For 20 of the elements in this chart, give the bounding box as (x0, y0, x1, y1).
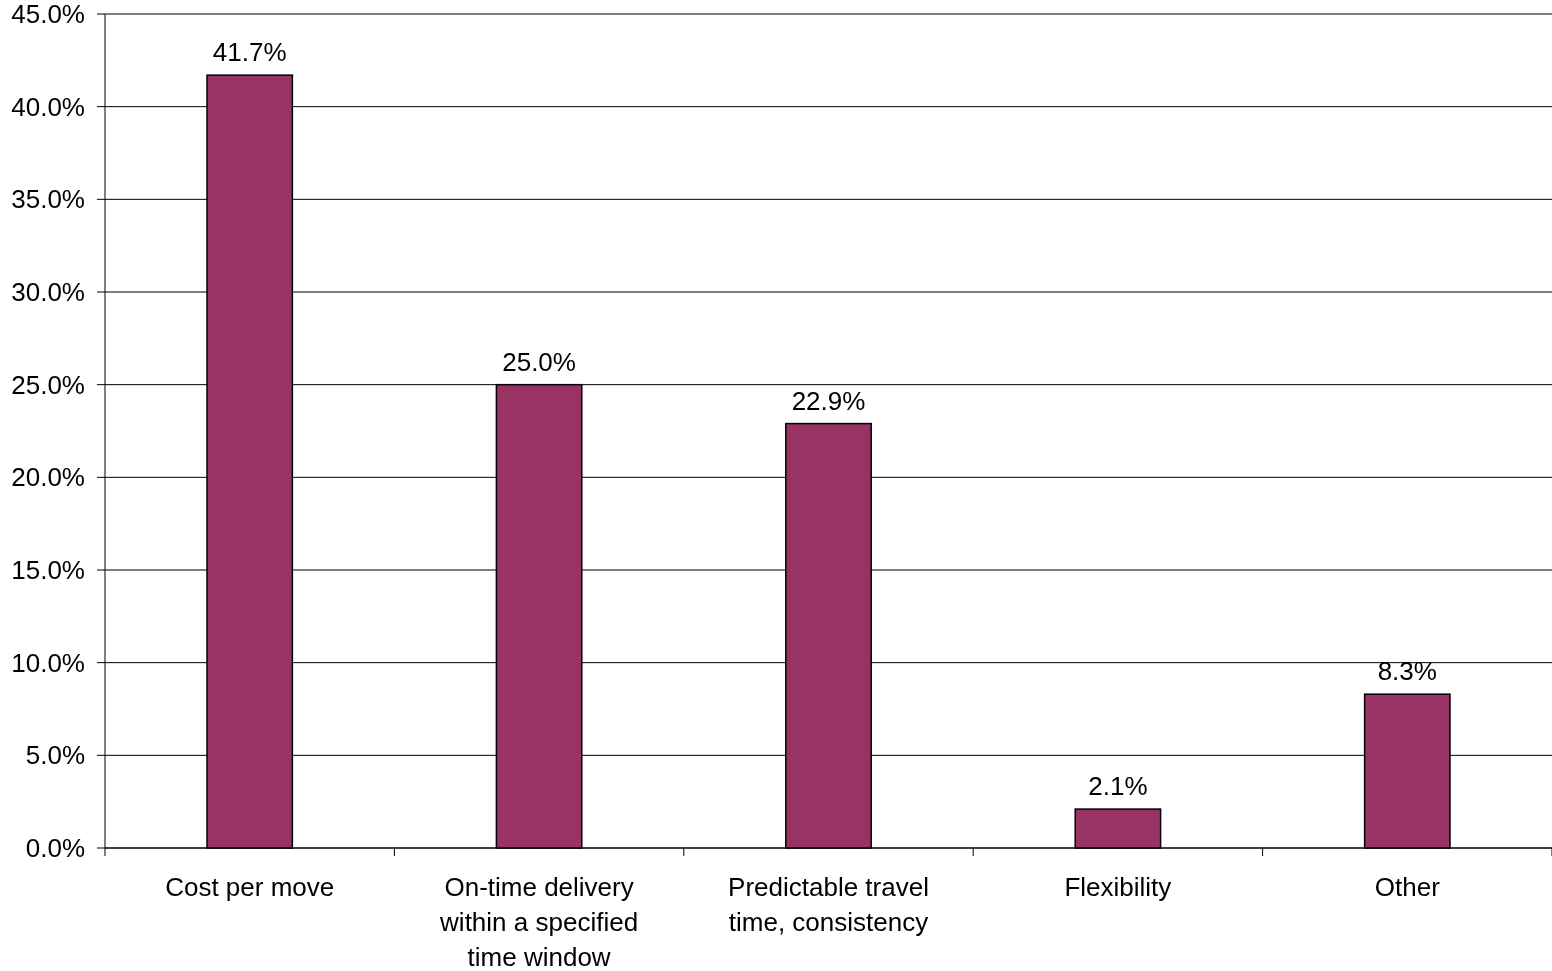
x-tick-label: Predictable travel time, consistency (728, 872, 929, 937)
data-label: 2.1% (1088, 771, 1148, 802)
y-tick-label: 20.0% (11, 462, 85, 493)
y-tick-label: 45.0% (11, 0, 85, 30)
y-tick-label: 25.0% (11, 369, 85, 400)
data-label: 22.9% (791, 385, 866, 416)
data-label: 8.3% (1377, 656, 1437, 687)
y-tick-label: 5.0% (25, 740, 85, 771)
y-tick-label: 40.0% (11, 91, 85, 122)
x-tick-label: On-time delivery within a specified time window (439, 872, 639, 971)
x-tick-label: Other (1374, 872, 1441, 902)
y-tick-label: 10.0% (11, 647, 85, 678)
y-tick-label: 30.0% (11, 277, 85, 308)
x-tick-label: Cost per move (165, 872, 335, 902)
data-label: 41.7% (212, 37, 287, 68)
y-tick-label: 35.0% (11, 184, 85, 215)
y-tick-label: 0.0% (25, 833, 85, 864)
y-tick-label: 15.0% (11, 555, 85, 586)
x-tick-label: Flexibility (1064, 872, 1172, 902)
data-label: 25.0% (502, 346, 576, 377)
